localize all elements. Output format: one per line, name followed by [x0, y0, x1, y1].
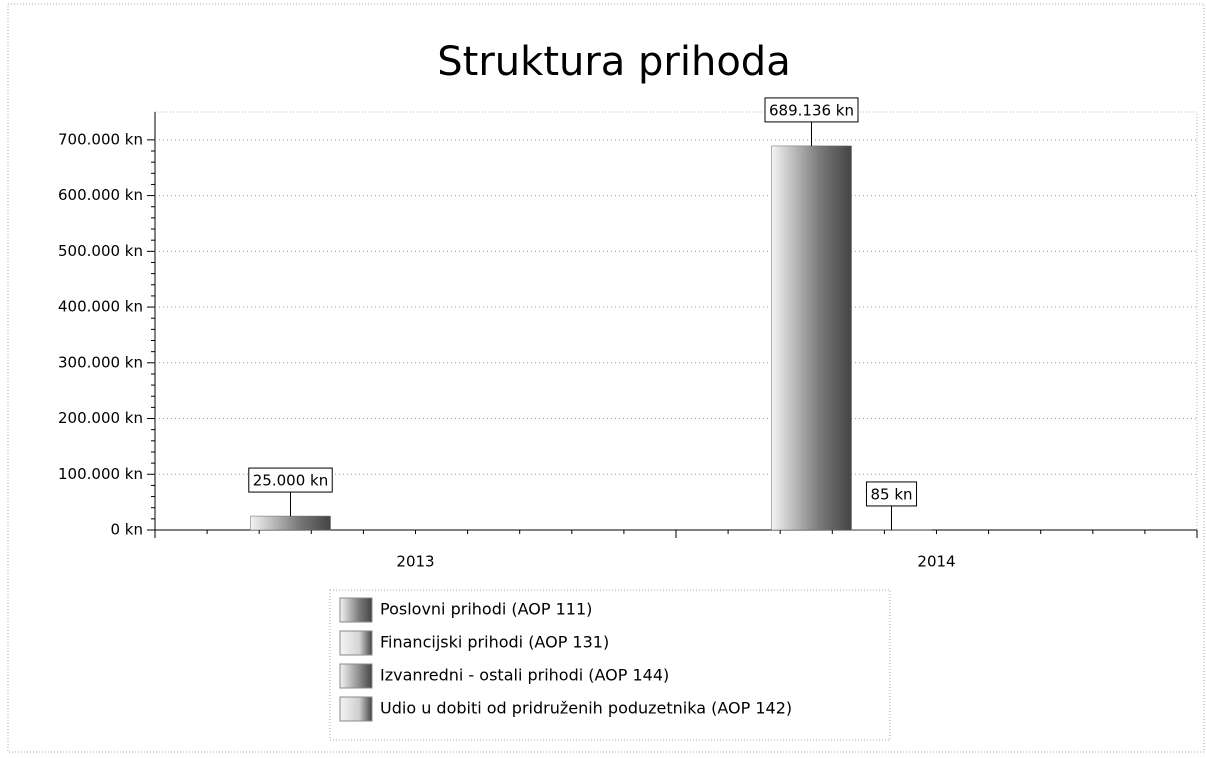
legend-swatch: [339, 696, 373, 722]
legend-label: Izvanredni - ostali prihodi (AOP 144): [380, 666, 669, 685]
frame: [7, 3, 1205, 753]
label-box: [865, 481, 918, 507]
legend-swatch: [339, 597, 373, 623]
y-tick-label: 100.000 kn: [58, 465, 143, 483]
x-tick-label: 2013: [396, 553, 434, 571]
y-tick-label: 200.000 kn: [58, 409, 143, 427]
plot-area: [154, 111, 1198, 531]
y-tick-label: 300.000 kn: [58, 353, 143, 371]
y-tick-label: 0 kn: [110, 521, 143, 539]
y-tick-label: 600.000 kn: [58, 186, 143, 204]
x-tick-label: 2014: [917, 553, 955, 571]
bar: [771, 145, 852, 531]
legend: [329, 589, 891, 741]
legend-label: Udio u dobiti od pridruženih poduzetnika…: [380, 699, 792, 718]
bar: [250, 515, 331, 531]
legend-label: Poslovni prihodi (AOP 111): [380, 600, 592, 619]
legend-label: Financijski prihodi (AOP 131): [380, 633, 609, 652]
legend-swatch: [339, 630, 373, 656]
value-label: 689.136 kn: [769, 101, 854, 119]
legend-swatch: [339, 663, 373, 689]
label-box: [764, 97, 859, 123]
value-label: 85 kn: [870, 485, 912, 503]
label-box: [248, 467, 333, 493]
y-tick-label: 700.000 kn: [58, 130, 143, 148]
y-tick-label: 400.000 kn: [58, 298, 143, 316]
value-label: 25.000 kn: [253, 472, 328, 490]
y-tick-label: 500.000 kn: [58, 242, 143, 260]
chart-title: Struktura prihoda: [437, 39, 790, 85]
